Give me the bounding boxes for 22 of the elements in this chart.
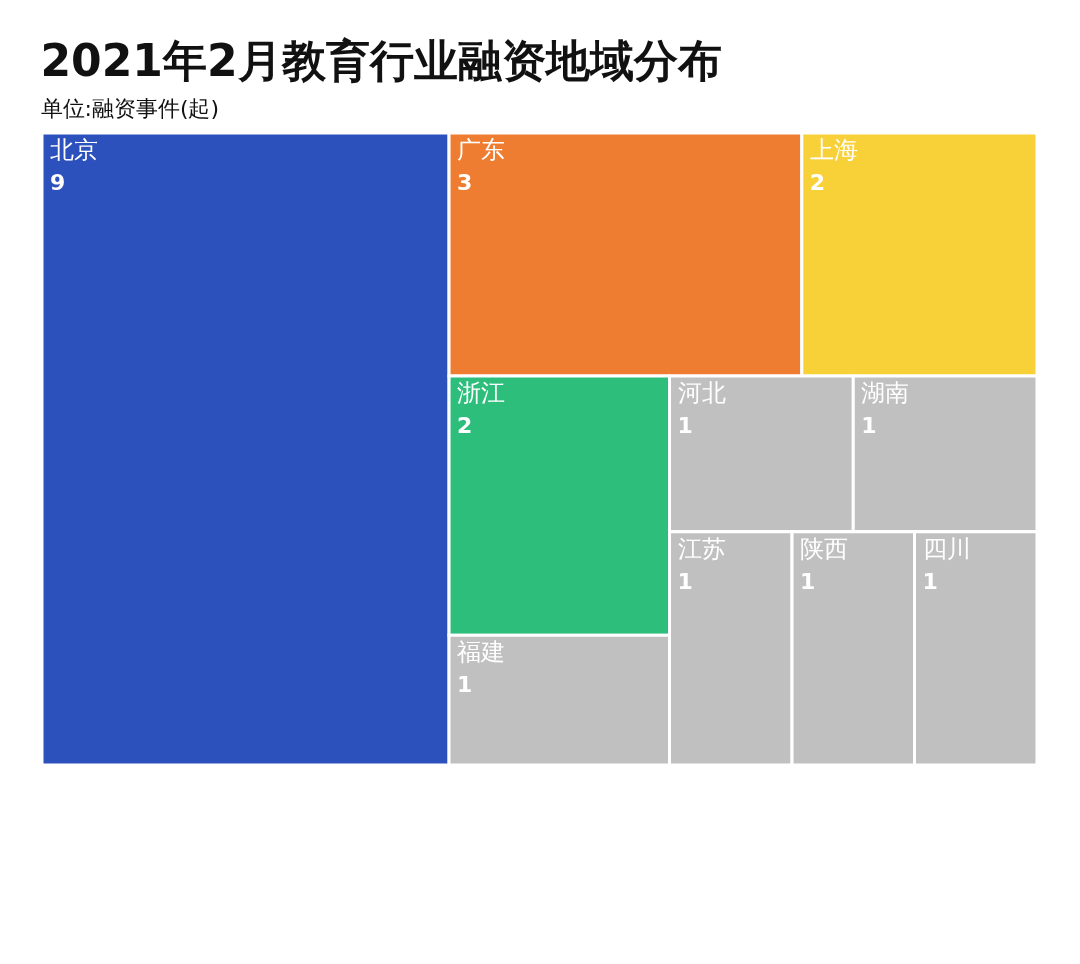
category-label: 上海 <box>809 136 858 164</box>
text: 单位:融资事件(起) <box>40 95 220 121</box>
data-label: 1 <box>457 672 473 698</box>
data-label: 2 <box>457 413 473 439</box>
category-label: 广东 <box>457 136 506 164</box>
data-label: 9 <box>50 170 66 195</box>
category-label: 湖南 <box>861 379 910 408</box>
category-label: 浙江 <box>457 379 506 408</box>
data-label: 2 <box>809 170 826 195</box>
data-label: 1 <box>677 413 693 439</box>
category-label: 江苏 <box>677 534 726 563</box>
category-label: 四川 <box>922 534 971 563</box>
category-label: 福建 <box>457 638 506 667</box>
text: 2021年2月教育行业融资地域分布 <box>40 34 722 86</box>
category-label: 河北 <box>677 379 726 408</box>
category-label: 陕西 <box>800 534 849 563</box>
data-label: 1 <box>800 568 816 594</box>
data-label: 3 <box>457 170 473 195</box>
data-label: 1 <box>677 568 693 594</box>
category-label: 北京 <box>50 136 98 164</box>
data-label: 1 <box>922 568 938 594</box>
data-label: 1 <box>861 413 877 439</box>
